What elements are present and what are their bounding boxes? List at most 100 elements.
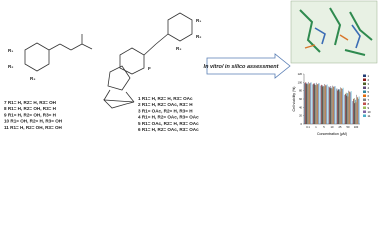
compound-label: 2 R1= H, R2= OAc, R3= H [138, 102, 193, 107]
x-tick-label: 25 [339, 125, 342, 129]
bar [339, 91, 341, 124]
bar [329, 88, 331, 124]
bar [331, 88, 333, 124]
legend-label: 7 [368, 98, 370, 102]
left-structure: R₁ R₂ R₃ [8, 34, 93, 81]
bar [321, 84, 322, 124]
bar [353, 99, 354, 124]
bar [310, 82, 311, 124]
bar [307, 83, 308, 124]
bar [334, 86, 336, 124]
legend-label: 6 [368, 94, 370, 98]
legend-swatch [363, 78, 366, 81]
bar [355, 102, 357, 124]
bar [345, 94, 346, 124]
bar [354, 103, 356, 124]
bar [338, 89, 340, 124]
compound-label: 7 R1= H, R2= H, R3= OH [4, 100, 57, 105]
svg-text:R₃: R₃ [176, 46, 181, 51]
bar [316, 82, 317, 124]
bar [320, 85, 322, 124]
bar [340, 87, 341, 124]
bar [309, 83, 311, 124]
bar [332, 86, 334, 124]
bar [310, 82, 312, 124]
bar [323, 86, 325, 124]
bar-chart: Cell viability (%) Concentration (µM) 0 20 4… [292, 72, 371, 136]
x-tick-label: 5 [323, 125, 325, 129]
legend-swatch [363, 102, 366, 105]
legend-swatch [363, 106, 366, 109]
bar [358, 99, 359, 124]
bar [357, 97, 359, 124]
legend-swatch [363, 90, 366, 93]
bar [355, 99, 356, 124]
bar [356, 94, 357, 124]
y-tick-label: 60 [299, 97, 302, 101]
bar [315, 85, 317, 124]
bar [317, 84, 319, 124]
x-tick-label: 0.1 [306, 125, 310, 129]
bar [308, 81, 309, 124]
compound-label: 10 R1= OH, R2= H, R3= OH [4, 119, 63, 124]
x-tick-label: 100 [354, 125, 359, 129]
bar [308, 83, 310, 124]
bar [347, 96, 349, 124]
bar [312, 84, 314, 124]
bar [353, 98, 355, 124]
compound-label: 3 R1= OAc, R2= H, R3= H [138, 108, 193, 113]
legend-label: 10 [368, 110, 372, 114]
legend-label: 8 [368, 102, 370, 106]
bar [313, 83, 314, 124]
bar [346, 95, 348, 124]
legend-swatch [363, 82, 366, 85]
y-tick-label: 0 [301, 122, 303, 126]
bar [330, 86, 332, 124]
bar [322, 85, 324, 124]
bar [337, 89, 339, 124]
bar [339, 89, 340, 124]
bar [326, 84, 328, 124]
legend-label: 9 [368, 106, 370, 110]
bar [348, 90, 349, 124]
bar [352, 101, 354, 124]
compound-label: 9 R1= H, R2= OH, R3= H [4, 112, 57, 117]
bar [350, 91, 352, 124]
bar [304, 83, 306, 124]
left-labels: 7 R1= H, R2= H, R3= OH8 R1= H, R2= OH, R… [4, 100, 63, 130]
x-tick-label: 1 [315, 125, 317, 129]
bar [341, 88, 343, 124]
x-tick-label: 50 [347, 125, 350, 129]
bar [331, 87, 332, 124]
compound-label: 4 R1= H, R2= OAc, R3= OAc [138, 115, 199, 120]
bar [340, 88, 342, 124]
legend-swatch [363, 94, 366, 97]
svg-text:R₂: R₂ [8, 64, 13, 69]
y-tick-label: 80 [299, 89, 302, 93]
svg-text:R₁: R₁ [8, 48, 13, 53]
legend-swatch [363, 74, 366, 77]
bar [328, 86, 330, 124]
y-axis-label: Cell viability (%) [292, 87, 296, 112]
bar [324, 84, 326, 124]
bar [324, 84, 325, 124]
bar [345, 92, 347, 124]
legend-label: 11 [368, 114, 371, 118]
assessment-arrow: In vitro/ in silico assessment [204, 53, 291, 79]
bar [329, 87, 330, 124]
legend-label: 5 [368, 90, 370, 94]
bar [348, 91, 350, 124]
bar [334, 86, 335, 124]
bar [305, 84, 307, 124]
bar [325, 85, 327, 124]
docking-image [290, 0, 378, 64]
bar [350, 92, 351, 124]
bar [356, 96, 358, 124]
legend-swatch [363, 98, 366, 101]
x-axis-label: Concentration (µM) [317, 132, 347, 136]
bar [332, 85, 333, 124]
bar [349, 91, 351, 124]
compound-label: 6 R1= H, R2= OAc, R3= OAc [138, 127, 199, 132]
x-tick-label: 10 [331, 125, 334, 129]
